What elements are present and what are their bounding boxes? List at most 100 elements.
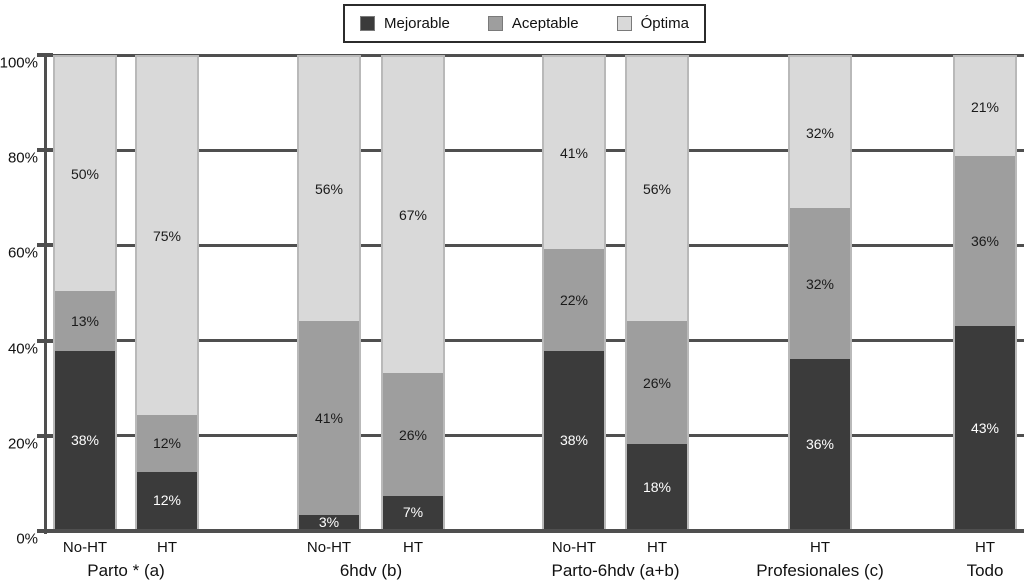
bar-segment--ptima: 56%	[627, 57, 687, 322]
legend-label: Mejorable	[384, 15, 450, 32]
x-tick-label: HT	[810, 539, 830, 556]
bar-value-label: 32%	[805, 275, 835, 292]
bar-segment-aceptable: 12%	[137, 414, 197, 472]
y-axis-line	[44, 54, 47, 534]
bar-value-label: 12%	[152, 435, 182, 452]
gridline	[38, 529, 1024, 533]
gridline	[46, 434, 1024, 438]
bar-value-label: 12%	[152, 492, 182, 509]
bar-value-label: 56%	[642, 181, 672, 198]
bar-segment-mejorable: 38%	[55, 351, 115, 529]
bar-segment-aceptable: 32%	[790, 208, 850, 360]
bar-segment--ptima: 75%	[137, 57, 197, 415]
x-tick-label: No-HT	[306, 539, 352, 556]
bar-no-ht-parto-6hdv-a-b: 38% 22% 41%	[542, 55, 606, 531]
y-axis-tick	[37, 433, 53, 438]
y-tick-label: 80%	[7, 149, 38, 167]
gridline	[46, 148, 1024, 152]
bar-segment-mejorable: 7%	[383, 495, 443, 529]
bar-segment--ptima: 56%	[299, 57, 359, 322]
y-tick-label: 100%	[0, 54, 38, 72]
bar-value-label: 18%	[642, 478, 672, 495]
bar-segment--ptima: 32%	[790, 57, 850, 209]
bar-segment--ptima: 21%	[955, 57, 1015, 157]
y-axis-tick	[37, 53, 53, 57]
x-axis: No-HT HT Parto * (a) No-HT HT 6hdv (b) No-HT HT…	[46, 531, 1024, 584]
x-tick-label: HT	[975, 539, 995, 556]
gridline	[46, 53, 1024, 57]
bar-value-label: 38%	[559, 432, 589, 449]
bar-segment--ptima: 41%	[544, 57, 604, 249]
legend-swatch-icon	[616, 16, 632, 31]
bar-segment-mejorable: 3%	[299, 513, 359, 530]
legend-item: Aceptable	[487, 15, 579, 32]
bar-segment--ptima: 67%	[383, 57, 443, 374]
bar-value-label: 7%	[402, 504, 424, 521]
bar-value-label: 21%	[970, 98, 1000, 115]
bar-ht-todo: 43% 36% 21%	[953, 55, 1017, 531]
bar-no-ht-parto-a: 38% 13% 50%	[53, 55, 117, 531]
group-label: Todo	[966, 561, 1004, 580]
bar-ht-parto-6hdv-a-b: 18% 26% 56%	[625, 55, 689, 531]
bar-value-label: 50%	[70, 165, 100, 182]
y-tick-label: 60%	[7, 244, 38, 262]
bar-segment-aceptable: 13%	[55, 290, 115, 352]
bar-segment-aceptable: 22%	[544, 248, 604, 352]
bar-value-label: 56%	[314, 181, 344, 198]
group-label: Parto * (a)	[87, 561, 165, 580]
x-tick-label: No-HT	[62, 539, 108, 556]
x-tick-label: HT	[647, 539, 667, 556]
bar-value-label: 38%	[70, 432, 100, 449]
legend-label: Aceptable	[511, 15, 579, 32]
y-tick-label: 20%	[7, 435, 38, 453]
bar-segment-aceptable: 26%	[383, 373, 443, 496]
bar-ht-profesionales-c: 36% 32% 32%	[788, 55, 852, 531]
bar-no-ht-6hdv-b: 3% 41% 56%	[297, 55, 361, 531]
bar-segment--ptima: 50%	[55, 57, 115, 291]
bar-value-label: 32%	[805, 124, 835, 141]
x-tick-label: No-HT	[551, 539, 597, 556]
legend-item: Mejorable	[360, 15, 450, 32]
bar-value-label: 36%	[970, 233, 1000, 250]
gridline	[46, 339, 1024, 343]
group-label: Parto-6hdv (a+b)	[551, 561, 680, 580]
plot-area: 0% 20% 40% 60% 80% 100% 38% 13% 50% 12% 12% 75% 3% 41…	[0, 53, 1024, 548]
y-tick-label: 0%	[16, 530, 38, 548]
x-tick-label: HT	[157, 539, 177, 556]
y-tick-label: 40%	[7, 340, 38, 358]
y-axis-tick	[37, 148, 53, 153]
bar-value-label: 26%	[398, 426, 428, 443]
bar-ht-parto-a: 12% 12% 75%	[135, 55, 199, 531]
bar-segment-aceptable: 26%	[627, 321, 687, 445]
bar-segment-mejorable: 36%	[790, 359, 850, 529]
bar-value-label: 3%	[318, 513, 340, 530]
legend-item: Óptima	[616, 15, 689, 32]
bar-value-label: 43%	[970, 419, 1000, 436]
bar-value-label: 26%	[642, 374, 672, 391]
bar-segment-mejorable: 38%	[544, 351, 604, 529]
bar-segment-mejorable: 12%	[137, 471, 197, 529]
group-label: Profesionales (c)	[756, 561, 884, 580]
x-tick-label: HT	[403, 539, 423, 556]
bar-segment-aceptable: 36%	[955, 156, 1015, 327]
y-axis-tick	[37, 243, 53, 248]
bar-segment-mejorable: 18%	[627, 444, 687, 529]
bar-value-label: 13%	[70, 313, 100, 330]
bar-value-label: 41%	[559, 144, 589, 161]
bar-segment-aceptable: 41%	[299, 321, 359, 515]
bar-ht-6hdv-b: 7% 26% 67%	[381, 55, 445, 531]
legend-swatch-icon	[360, 16, 375, 31]
bar-segment-mejorable: 43%	[955, 326, 1015, 529]
bar-value-label: 75%	[152, 227, 182, 244]
legend-swatch-icon	[487, 16, 503, 31]
bar-value-label: 36%	[805, 436, 835, 453]
legend-label: Óptima	[640, 15, 689, 32]
group-label: 6hdv (b)	[339, 561, 403, 580]
legend: Mejorable Aceptable Óptima	[343, 4, 706, 43]
bar-value-label: 67%	[398, 207, 428, 224]
bar-value-label: 41%	[314, 410, 344, 427]
y-axis-tick	[37, 338, 53, 343]
bar-value-label: 22%	[559, 292, 589, 309]
y-axis-tick	[37, 529, 53, 533]
